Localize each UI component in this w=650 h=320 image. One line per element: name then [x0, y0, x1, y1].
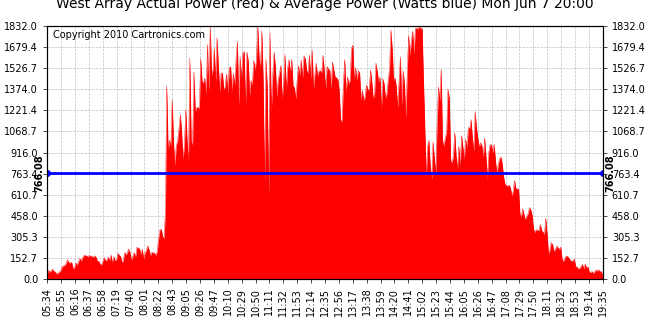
- Text: Copyright 2010 Cartronics.com: Copyright 2010 Cartronics.com: [53, 30, 205, 40]
- Text: 766.08: 766.08: [606, 154, 616, 192]
- Text: 766.08: 766.08: [34, 154, 44, 192]
- Text: West Array Actual Power (red) & Average Power (Watts blue) Mon Jun 7 20:00: West Array Actual Power (red) & Average …: [56, 0, 594, 11]
